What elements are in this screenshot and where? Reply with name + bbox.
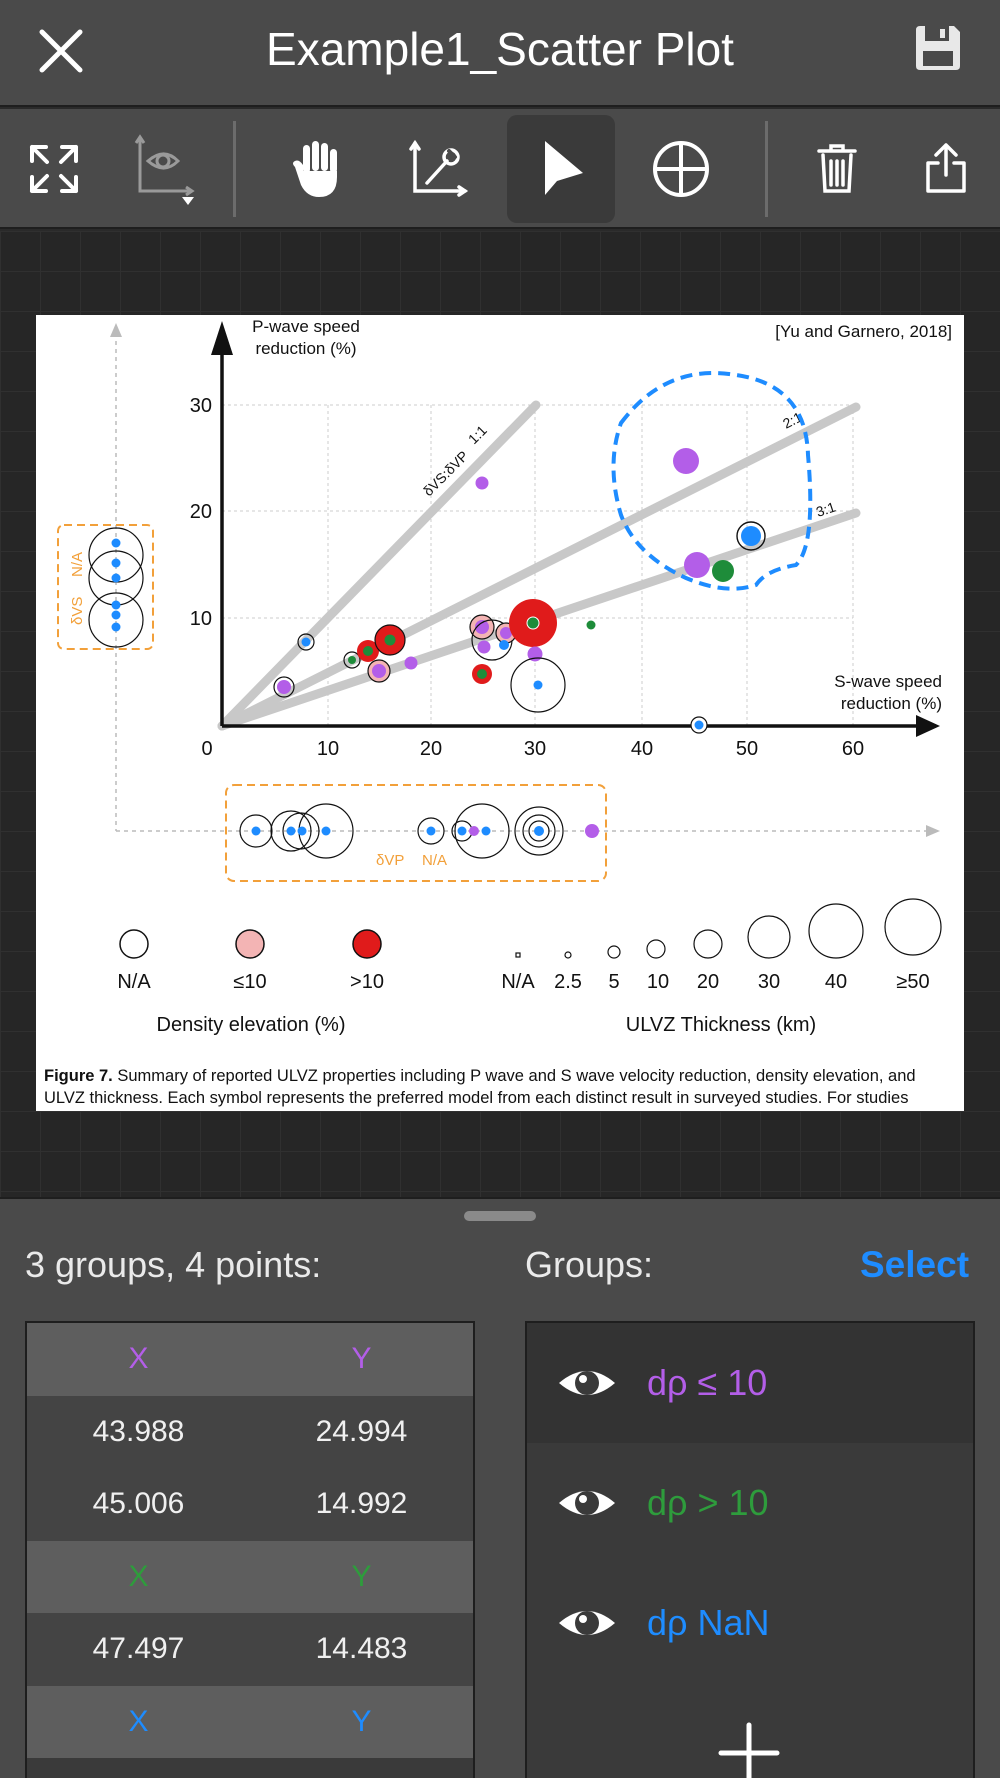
thickness-legend-title: ULVZ Thickness (km): [626, 1014, 816, 1036]
caption-text: Summary of reported ULVZ properties incl…: [44, 1067, 916, 1107]
close-icon[interactable]: [30, 20, 92, 82]
groups-label: Groups:: [525, 1244, 654, 1285]
x-tick-label: 20: [420, 738, 442, 760]
group-item[interactable]: dρ NaN: [527, 1563, 973, 1683]
x-tick-label: 30: [524, 738, 546, 760]
toolbar-separator: [233, 121, 236, 217]
toolbar: [0, 109, 1000, 229]
group-item[interactable]: dρ > 10: [527, 1443, 973, 1563]
x-value: 45.006: [92, 1487, 185, 1520]
ratio-label-1-1: 1:1: [465, 422, 490, 447]
table-row[interactable]: 43.988 24.994: [27, 1395, 473, 1468]
trash-icon[interactable]: [783, 115, 891, 223]
density-legend-label: >10: [350, 971, 384, 993]
crosshair-icon[interactable]: [627, 115, 735, 223]
eye-icon[interactable]: [557, 1595, 617, 1651]
column-header-y: Y: [351, 1559, 372, 1593]
region-outline: [611, 371, 813, 591]
citation: [Yu and Garnero, 2018]: [775, 322, 952, 341]
figure-image[interactable]: 1:1 2:1 3:1 δVS:δVP P-wave speed reducti…: [36, 315, 964, 1111]
thickness-legend-label: N/A: [501, 971, 535, 993]
x-tick-label: 50: [736, 738, 758, 760]
thickness-legend-label: ≥50: [896, 971, 929, 993]
y-value: 14.483: [315, 1632, 408, 1665]
x-tick-label: 10: [317, 738, 339, 760]
share-icon[interactable]: [892, 115, 1000, 223]
toolbar-separator: [765, 121, 768, 217]
group-item[interactable]: dρ ≤ 10: [527, 1323, 973, 1443]
cursor-icon[interactable]: [507, 115, 615, 223]
y-value: 14.992: [315, 1487, 408, 1520]
thickness-legend-label: 2.5: [554, 971, 582, 993]
title-bar: Example1_Scatter Plot: [0, 0, 1000, 107]
table-row[interactable]: 45.006 14.992: [27, 1468, 473, 1541]
group-name: dρ ≤ 10: [647, 1362, 768, 1403]
column-header-x: X: [128, 1704, 149, 1738]
x-axis-label-line1: S-wave speed: [834, 672, 942, 691]
hand-icon[interactable]: [263, 115, 371, 223]
table-row[interactable]: 47.497 14.483: [27, 1613, 473, 1686]
select-button[interactable]: Select: [860, 1244, 970, 1285]
panel-drag-handle[interactable]: [464, 1211, 536, 1221]
figure-caption: Figure 7. Summary of reported ULVZ prope…: [44, 1065, 956, 1109]
left-box-label-na: N/A: [69, 552, 86, 577]
ratio-label-3-1: 3:1: [814, 499, 838, 520]
left-box-label-dvs: δVS: [69, 597, 86, 625]
y-tick-label: 20: [190, 501, 212, 523]
density-legend-label: N/A: [117, 971, 151, 993]
group-name: dρ > 10: [647, 1482, 769, 1523]
groups-list: dρ ≤ 10 dρ > 10 dρ NaN: [525, 1321, 975, 1778]
table-group-header: X Y: [27, 1323, 473, 1396]
y-tick-label: 30: [190, 395, 212, 417]
eye-icon[interactable]: [557, 1475, 617, 1531]
bottom-box-label-na: N/A: [422, 852, 447, 869]
density-legend-label: ≤10: [233, 971, 266, 993]
y-axis-label-line1: P-wave speed: [252, 317, 360, 336]
thickness-legend-label: 10: [647, 971, 669, 993]
eye-axes-icon[interactable]: [112, 115, 220, 223]
x-tick-label: 40: [631, 738, 653, 760]
save-icon[interactable]: [912, 22, 964, 74]
document-title: Example1_Scatter Plot: [266, 23, 734, 75]
bottom-panel: 3 groups, 4 points: Groups: Select X Y 4…: [0, 1197, 1000, 1778]
expand-icon[interactable]: [0, 115, 108, 223]
thickness-legend-label: 5: [608, 971, 619, 993]
y-tick-label: 10: [190, 608, 212, 630]
thickness-legend-label: 40: [825, 971, 847, 993]
x-value: 47.497: [92, 1632, 185, 1665]
axis-wrench-icon[interactable]: [383, 115, 491, 223]
group-name: dρ NaN: [647, 1602, 770, 1643]
image-canvas[interactable]: 1:1 2:1 3:1 δVS:δVP P-wave speed reducti…: [0, 231, 1000, 1197]
points-summary: 3 groups, 4 points:: [25, 1244, 322, 1285]
caption-bold: Figure 7.: [44, 1067, 113, 1085]
bottom-box-label-dvp: δVP: [376, 852, 404, 869]
thickness-legend-label: 20: [697, 971, 719, 993]
column-header-y: Y: [351, 1704, 372, 1738]
y-value: 24.994: [315, 1414, 408, 1448]
table-group-header: X Y: [27, 1540, 473, 1613]
plus-icon[interactable]: [717, 1721, 781, 1778]
density-legend-title: Density elevation (%): [157, 1014, 346, 1036]
x-tick-label: 0: [201, 738, 212, 760]
data-symbols: [273, 448, 766, 734]
thickness-legend-label: 30: [758, 971, 780, 993]
column-header-x: X: [128, 1559, 149, 1593]
eye-icon[interactable]: [557, 1355, 617, 1411]
x-axis-label-line2: reduction (%): [841, 694, 942, 713]
x-value: 43.988: [92, 1414, 185, 1448]
column-header-x: X: [128, 1342, 149, 1375]
table-group-header: X Y: [27, 1685, 473, 1758]
column-header-y: Y: [351, 1342, 372, 1375]
y-axis-label-line2: reduction (%): [255, 339, 356, 358]
points-table[interactable]: X Y 43.988 24.994 45.006 14.992 X Y 47.4…: [25, 1321, 475, 1778]
x-tick-label: 60: [842, 738, 864, 760]
scatter-figure: 1:1 2:1 3:1 δVS:δVP P-wave speed reducti…: [57, 317, 952, 1036]
ratio-label-2-1: 2:1: [780, 408, 805, 431]
